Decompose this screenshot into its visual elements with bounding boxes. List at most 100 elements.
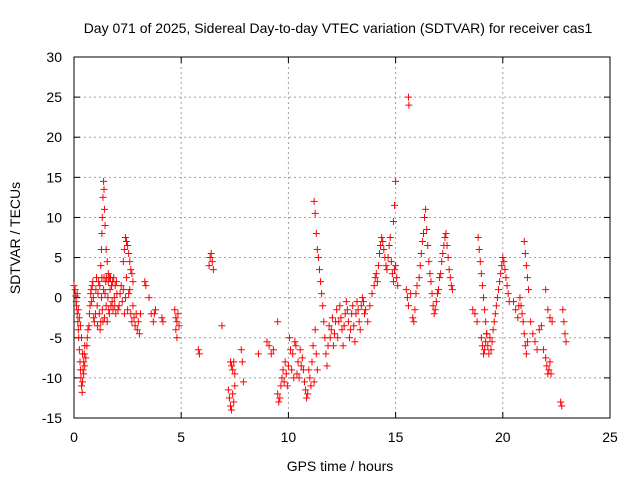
data-point bbox=[475, 246, 483, 254]
data-point bbox=[285, 334, 293, 342]
data-point bbox=[310, 197, 318, 205]
data-point bbox=[90, 314, 98, 322]
data-point bbox=[523, 274, 531, 282]
data-point bbox=[74, 318, 82, 326]
data-point bbox=[531, 338, 539, 346]
data-point bbox=[76, 322, 84, 330]
data-point bbox=[424, 242, 432, 250]
data-point bbox=[129, 302, 137, 310]
data-point bbox=[323, 362, 331, 370]
data-point bbox=[447, 282, 455, 290]
data-point bbox=[425, 258, 433, 266]
data-point bbox=[75, 314, 83, 322]
data-point bbox=[492, 302, 500, 310]
data-point bbox=[293, 370, 301, 378]
data-point bbox=[510, 298, 518, 306]
data-point bbox=[104, 270, 112, 278]
data-point bbox=[96, 282, 104, 290]
data-point bbox=[224, 386, 232, 394]
data-point bbox=[487, 346, 495, 354]
data-point bbox=[230, 358, 238, 366]
data-point bbox=[350, 322, 358, 330]
data-point bbox=[100, 177, 108, 185]
data-point bbox=[353, 298, 361, 306]
data-point bbox=[275, 398, 283, 406]
x-tick-label: 10 bbox=[281, 429, 297, 445]
data-point bbox=[529, 330, 537, 338]
data-point bbox=[342, 298, 350, 306]
data-point bbox=[309, 342, 317, 350]
data-point bbox=[231, 370, 239, 378]
grid-lines bbox=[74, 57, 610, 418]
data-point bbox=[228, 406, 236, 414]
data-point bbox=[225, 394, 233, 402]
data-point bbox=[238, 358, 246, 366]
data-point bbox=[312, 229, 320, 237]
data-point bbox=[141, 278, 149, 286]
data-point bbox=[346, 334, 354, 342]
data-point bbox=[105, 310, 113, 318]
data-point bbox=[94, 290, 102, 298]
data-point bbox=[329, 342, 337, 350]
data-point bbox=[382, 262, 390, 270]
data-point bbox=[320, 318, 328, 326]
data-point bbox=[388, 270, 396, 278]
data-point bbox=[512, 306, 520, 314]
data-point bbox=[114, 306, 122, 314]
data-point bbox=[121, 234, 129, 241]
data-point bbox=[95, 278, 103, 286]
data-point bbox=[130, 314, 138, 322]
data-point bbox=[354, 306, 362, 314]
y-tick-label: 30 bbox=[46, 49, 62, 65]
data-point bbox=[417, 250, 425, 258]
y-tick-label: -5 bbox=[50, 330, 63, 346]
data-point bbox=[267, 350, 275, 358]
data-point bbox=[336, 302, 344, 310]
data-point bbox=[423, 225, 431, 233]
data-point bbox=[477, 270, 485, 278]
data-point bbox=[281, 358, 289, 366]
data-point bbox=[150, 310, 158, 318]
data-point bbox=[544, 306, 552, 314]
data-point bbox=[127, 266, 135, 274]
data-point bbox=[83, 334, 91, 342]
data-point bbox=[498, 262, 506, 270]
data-point bbox=[173, 318, 181, 326]
data-point bbox=[283, 382, 291, 390]
data-point bbox=[483, 330, 491, 338]
data-point bbox=[308, 358, 316, 366]
data-point bbox=[546, 358, 554, 366]
data-point bbox=[103, 318, 111, 326]
data-point bbox=[522, 262, 530, 270]
data-point bbox=[85, 322, 93, 330]
data-point bbox=[357, 302, 365, 310]
data-point bbox=[96, 326, 104, 334]
data-point bbox=[366, 302, 374, 310]
data-point bbox=[71, 286, 79, 294]
data-point bbox=[118, 298, 126, 306]
data-point bbox=[333, 306, 341, 314]
data-point bbox=[471, 310, 479, 318]
data-point bbox=[535, 326, 543, 334]
data-point bbox=[100, 205, 108, 213]
data-point bbox=[307, 382, 315, 390]
data-point bbox=[325, 322, 333, 330]
data-point bbox=[172, 314, 180, 322]
data-point bbox=[519, 318, 527, 326]
data-point bbox=[296, 346, 304, 354]
data-point bbox=[540, 346, 548, 354]
data-point bbox=[558, 402, 566, 410]
data-point bbox=[111, 282, 119, 290]
data-point bbox=[391, 201, 399, 209]
data-point bbox=[426, 270, 434, 278]
data-point bbox=[433, 290, 441, 298]
data-point bbox=[343, 306, 351, 314]
data-point bbox=[412, 290, 420, 298]
data-point bbox=[237, 346, 245, 354]
data-point bbox=[97, 294, 105, 302]
data-point bbox=[83, 342, 91, 350]
y-tick-label: -10 bbox=[42, 370, 62, 386]
data-point bbox=[124, 306, 132, 314]
data-point bbox=[392, 262, 400, 270]
data-point bbox=[125, 250, 133, 258]
